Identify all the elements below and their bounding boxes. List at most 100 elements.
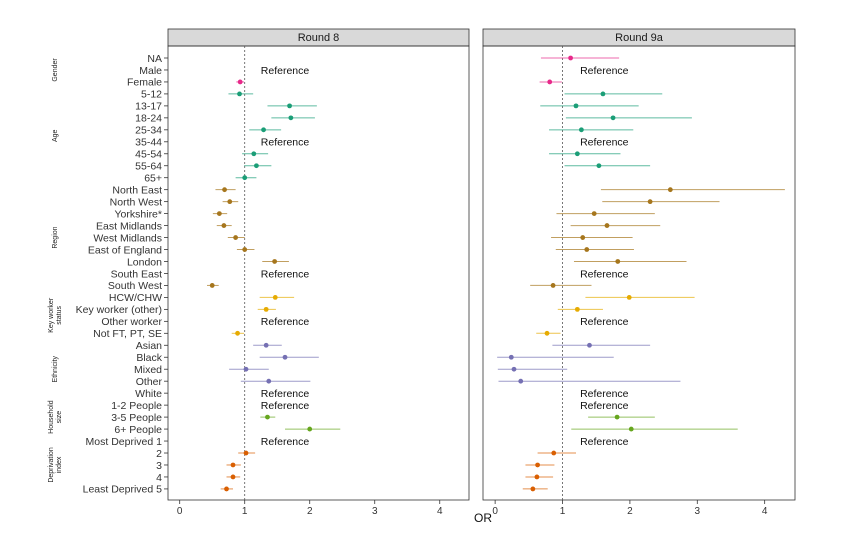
point-6-people: [628, 426, 634, 432]
point-45-54: [574, 151, 580, 157]
x-axis-title: OR: [474, 511, 492, 525]
point-not-ft-pt-se: [544, 330, 550, 336]
reference-label: Reference: [580, 400, 629, 412]
point-yorkshire: [216, 211, 222, 217]
point-25-34: [261, 127, 266, 133]
point-female: [547, 79, 553, 85]
panel-round-9a: Round 9a0 1 2 3 4ReferenceReferenceReference…: [482, 28, 796, 517]
point-key-worker-other: [574, 306, 580, 312]
row-label-asian: Asian: [136, 340, 162, 352]
reference-label: Reference: [261, 400, 310, 412]
point-18-24: [288, 115, 294, 121]
reference-label: Reference: [261, 137, 310, 149]
group-label-gender: Gender: [52, 58, 59, 82]
x-tick-label: 4: [762, 506, 768, 517]
point-25-34: [578, 127, 584, 133]
row-label-4: 4: [156, 472, 162, 484]
row-label-most-deprived-1: Most Deprived 1: [86, 436, 163, 448]
point-not-ft-pt-se: [235, 330, 240, 336]
point-4: [230, 474, 236, 480]
row-label-65: 65+: [144, 173, 162, 185]
point-black: [508, 354, 514, 360]
point-east-of-england: [242, 247, 248, 252]
row-label-west-midlands: West Midlands: [93, 232, 162, 244]
point-65: [242, 175, 248, 181]
row-label-white: White: [135, 388, 162, 400]
row-label-45-54: 45-54: [135, 149, 162, 161]
point-6-people: [307, 426, 313, 432]
row-label-35-44: 35-44: [135, 137, 162, 149]
panel-round-8: Round 80 1 2 3 4ReferenceReferenceReferenceR…: [167, 28, 470, 517]
point-least-deprived-5: [530, 486, 536, 492]
row-label-south-east: South East: [111, 268, 162, 280]
point-mixed: [243, 366, 249, 372]
group-label-ethnicity: Ethnicity: [52, 355, 59, 382]
row-label-least-deprived-5: Least Deprived 5: [83, 484, 163, 496]
reference-label: Reference: [261, 316, 310, 328]
point-north-east: [222, 187, 227, 193]
point-3-5-people: [265, 414, 270, 420]
row-label-5-12: 5-12: [141, 89, 162, 101]
reference-label: Reference: [261, 65, 310, 77]
point-55-64: [596, 163, 602, 169]
row-label-east-midlands: East Midlands: [96, 220, 162, 232]
row-label-female: Female: [127, 77, 162, 89]
group-label-age: Age: [52, 129, 59, 142]
point-na: [568, 55, 574, 61]
row-label-not-ft-pt-se: Not FT, PT, SE: [93, 328, 162, 340]
row-label-18-24: 18-24: [135, 113, 162, 125]
point-3: [535, 462, 540, 468]
point-east-midlands: [221, 223, 227, 228]
panel-title: Round 8: [298, 32, 340, 44]
row-label-north-east: North East: [112, 184, 162, 196]
reference-label: Reference: [261, 436, 310, 448]
x-tick-label: 2: [307, 506, 313, 517]
point-asian: [587, 342, 592, 348]
point-45-54: [251, 151, 257, 157]
point-east-midlands: [604, 223, 610, 228]
point-north-west: [647, 199, 653, 205]
reference-label: Reference: [580, 316, 629, 328]
panel-title: Round 9a: [615, 32, 664, 44]
group-label-key-worker-status: Key workerstatus: [48, 297, 63, 333]
point-5-12: [600, 91, 606, 97]
group-labels: Gender Age Region Key workerstatus Ethnicity…: [48, 58, 63, 483]
x-tick-label: 1: [242, 506, 248, 517]
point-hcw-chw: [626, 295, 632, 300]
point-east-of-england: [584, 247, 590, 252]
point-london: [272, 259, 278, 264]
panels: Round 80 1 2 3 4ReferenceReferenceReferenceR…: [167, 28, 796, 517]
row-label-south-west: South West: [108, 280, 162, 292]
panel-border: [167, 45, 470, 501]
row-label-na: NA: [147, 53, 162, 65]
row-label-key-worker-other: Key worker (other): [76, 304, 162, 316]
x-tick-label: 0: [492, 506, 498, 517]
x-tick-label: 0: [177, 506, 183, 517]
point-west-midlands: [233, 235, 239, 240]
row-label-hcw-chw: HCW/CHW: [109, 292, 162, 304]
row-label-male: Male: [139, 65, 162, 77]
point-asian: [263, 342, 269, 348]
point-south-west: [550, 283, 556, 288]
row-label-london: London: [127, 256, 162, 268]
point-3-5-people: [614, 414, 620, 420]
point-3: [230, 462, 236, 468]
panel-border: [482, 45, 796, 501]
point-other: [518, 378, 524, 384]
reference-label: Reference: [580, 388, 629, 400]
row-label-3: 3: [156, 460, 162, 472]
point-black: [282, 354, 288, 360]
group-label-household-size: Householdsize: [48, 400, 63, 434]
point-yorkshire: [591, 211, 597, 217]
point-least-deprived-5: [224, 486, 229, 492]
point-55-64: [254, 163, 259, 169]
row-label-3-5-people: 3-5 People: [111, 412, 162, 424]
row-label-east-of-england: East of England: [88, 244, 162, 256]
row-label-55-64: 55-64: [135, 161, 162, 173]
row-label-north-west: North West: [110, 196, 162, 208]
row-label-2: 2: [156, 448, 162, 460]
x-tick-label: 2: [627, 506, 633, 517]
reference-label: Reference: [580, 436, 629, 448]
group-label-region: Region: [52, 226, 59, 248]
